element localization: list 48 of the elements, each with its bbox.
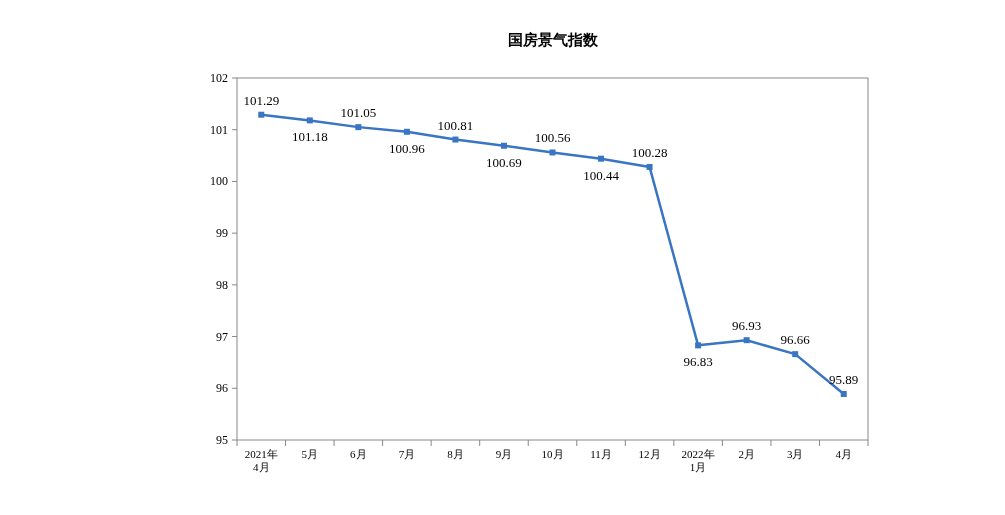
x-tick-label: 11月 — [590, 448, 612, 460]
data-label: 100.56 — [534, 130, 571, 146]
point — [306, 117, 313, 124]
y-tick-label: 96 — [216, 381, 228, 396]
point — [452, 136, 459, 143]
y-tick-label: 95 — [216, 433, 228, 447]
point — [500, 142, 507, 149]
data-label: 96.83 — [683, 354, 713, 370]
data-label: 100.44 — [583, 167, 620, 183]
y-tick-label: 99 — [216, 226, 228, 241]
x-tick-label: 3月 — [786, 448, 804, 460]
x-tick-label: 4月 — [835, 448, 852, 460]
data-label: 101.18 — [291, 129, 328, 145]
point — [549, 149, 556, 156]
data-label: 96.66 — [780, 332, 811, 348]
x-tick-label: 12月 — [638, 448, 661, 460]
point — [258, 111, 265, 118]
data-label: 96.93 — [732, 318, 762, 334]
point — [695, 342, 702, 349]
point — [403, 128, 410, 135]
point — [840, 390, 847, 397]
data-label: 95.89 — [829, 371, 859, 387]
data-label: 101.29 — [243, 92, 280, 108]
point — [646, 163, 653, 170]
y-tick-label: 102 — [210, 71, 228, 85]
data-label: 100.81 — [437, 117, 474, 133]
x-tick-label: 2月 — [738, 448, 755, 460]
data-label: 100.69 — [486, 154, 522, 170]
x-tick-label: 6月 — [350, 448, 367, 460]
x-tick-label: 8月 — [447, 448, 464, 460]
x-tick-label: 10月 — [541, 448, 564, 460]
point — [792, 351, 799, 358]
data-label: 100.28 — [631, 144, 668, 160]
point — [598, 155, 605, 162]
y-tick-label: 98 — [216, 277, 228, 292]
y-tick-label: 101 — [210, 122, 228, 137]
point — [355, 124, 362, 131]
y-tick-label: 97 — [216, 329, 228, 344]
x-tick-label: 2021年 4月 — [244, 448, 278, 473]
data-label: 101.05 — [340, 105, 377, 121]
chart-title: 国房景气指数 — [507, 31, 599, 49]
x-tick-label: 9月 — [495, 448, 513, 460]
x-tick-label: 5月 — [301, 448, 319, 460]
y-tick-label: 100 — [210, 174, 228, 189]
point — [743, 337, 750, 344]
data-label: 100.96 — [389, 140, 426, 156]
x-tick-label: 7月 — [398, 448, 416, 460]
x-tick-label: 2022年 1月 — [681, 448, 715, 473]
